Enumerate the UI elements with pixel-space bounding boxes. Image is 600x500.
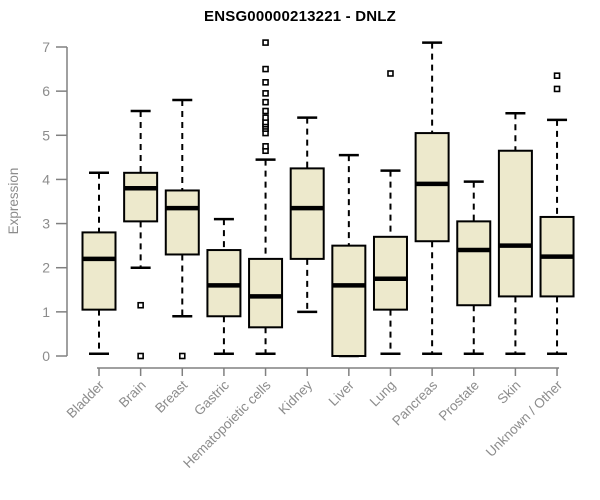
x-tick-label: Prostate: [436, 378, 482, 424]
boxplot-brain: [123, 109, 159, 360]
y-axis: 0 1 2 3 4 5 6 7: [42, 39, 68, 364]
boxplot-hematopoietic-cells: [248, 39, 284, 356]
outlier-point: [137, 301, 144, 309]
iqr-box: [372, 235, 408, 311]
y-tick-label: 0: [42, 348, 50, 364]
x-tick-label: Gastric: [191, 377, 232, 418]
x-tick-label: Kidney: [276, 377, 316, 417]
outlier-point: [262, 65, 269, 73]
y-tick-label: 7: [42, 39, 50, 55]
iqr-box: [248, 257, 284, 329]
outlier-point: [553, 85, 561, 93]
iqr-box: [414, 132, 450, 243]
chart-title: ENSG00000213221 - DNLZ: [204, 8, 396, 25]
boxplot-gastric: [206, 217, 242, 356]
boxplot-unknown-other: [539, 72, 575, 356]
y-tick-label: 1: [42, 304, 50, 320]
y-tick-label: 2: [42, 260, 50, 276]
iqr-box: [497, 149, 533, 298]
boxplot-bladder: [81, 171, 117, 356]
x-tick-label: Breast: [152, 377, 190, 415]
boxplot-prostate: [456, 180, 492, 356]
x-tick-label: Brain: [116, 378, 149, 411]
x-tick-label: Skin: [494, 378, 523, 407]
outlier-point: [262, 39, 269, 46]
outlier-point: [262, 143, 269, 150]
iqr-box: [289, 167, 325, 260]
outlier-point: [387, 70, 394, 77]
y-tick-label: 5: [42, 127, 50, 143]
iqr-box: [331, 244, 367, 357]
y-tick-label: 6: [42, 83, 50, 99]
y-tick-label: 3: [42, 216, 50, 232]
outlier-point: [137, 352, 144, 360]
iqr-box: [123, 171, 159, 223]
boxplot-breast: [164, 98, 200, 360]
outlier-point: [262, 107, 269, 115]
x-tick-label: Lung: [367, 378, 399, 410]
boxplot-kidney: [289, 116, 325, 314]
boxplot-skin: [497, 111, 533, 356]
outlier-point: [262, 79, 269, 86]
y-tick-label: 4: [42, 171, 50, 187]
boxplot-liver: [331, 153, 367, 358]
outlier-point: [262, 90, 269, 97]
outlier-point: [178, 352, 186, 360]
outlier-point: [262, 114, 269, 121]
iqr-box: [81, 231, 117, 311]
boxplot-pancreas: [414, 41, 450, 356]
x-tick-label: Bladder: [64, 377, 108, 421]
iqr-box: [456, 220, 492, 307]
x-tick-label: Pancreas: [389, 377, 440, 428]
x-tick-label: Unknown / Other: [483, 377, 566, 460]
x-tick-label: Liver: [326, 377, 358, 409]
boxplot-lung: [372, 70, 408, 356]
iqr-box: [164, 189, 200, 256]
outlier-point: [262, 98, 269, 106]
outlier-point: [553, 72, 561, 79]
